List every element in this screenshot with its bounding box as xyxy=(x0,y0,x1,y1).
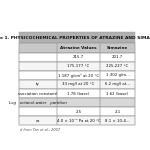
Bar xyxy=(100,116,135,125)
Text: 215.7: 215.7 xyxy=(73,55,84,59)
Bar xyxy=(19,98,135,107)
Text: ty: ty xyxy=(36,82,40,86)
Bar xyxy=(19,62,57,71)
Bar xyxy=(100,71,135,80)
Bar xyxy=(57,98,100,107)
Bar xyxy=(19,52,57,62)
Bar xyxy=(19,89,135,98)
Bar xyxy=(57,62,100,71)
Bar xyxy=(19,89,57,98)
Bar xyxy=(19,80,135,89)
Text: Table 1. PHYSICOCHEMICAL PROPERTIES OF ATRAZINE AND SIMAZINEa: Table 1. PHYSICOCHEMICAL PROPERTIES OF A… xyxy=(0,36,150,40)
Text: ssociation constant): ssociation constant) xyxy=(18,92,58,96)
Bar xyxy=(19,43,135,52)
Text: Log   octanol-water   partition: Log octanol-water partition xyxy=(9,101,67,105)
Text: es: es xyxy=(36,119,40,123)
Bar xyxy=(19,98,57,107)
Text: 2.5: 2.5 xyxy=(76,110,82,114)
Bar xyxy=(19,43,57,52)
Bar xyxy=(100,43,135,52)
Bar xyxy=(57,116,100,125)
Bar xyxy=(57,107,100,116)
Text: 1.187 g/cm³ at 20 °C: 1.187 g/cm³ at 20 °C xyxy=(58,73,99,78)
Text: 1.302 g/m...: 1.302 g/m... xyxy=(106,73,129,77)
Bar xyxy=(100,98,135,107)
Bar xyxy=(19,116,57,125)
Text: 8.1 × 10-4...: 8.1 × 10-4... xyxy=(105,119,130,123)
Text: 175-177 °C: 175-177 °C xyxy=(68,64,90,68)
Text: 201.7: 201.7 xyxy=(112,55,123,59)
Bar xyxy=(19,52,135,62)
Bar xyxy=(19,62,135,71)
Bar xyxy=(100,80,135,89)
Text: Atrazine Values: Atrazine Values xyxy=(60,46,97,50)
Text: 225-227 °C: 225-227 °C xyxy=(106,64,129,68)
Bar xyxy=(19,80,57,89)
Text: 2.1: 2.1 xyxy=(114,110,121,114)
Bar xyxy=(100,107,135,116)
Bar xyxy=(57,71,100,80)
Bar xyxy=(57,52,100,62)
Bar xyxy=(100,52,135,62)
Text: 6.2 mg/l at...: 6.2 mg/l at... xyxy=(105,82,130,86)
Text: Simazine: Simazine xyxy=(107,46,128,50)
Bar xyxy=(100,89,135,98)
Text: d from Tan et al., 2007: d from Tan et al., 2007 xyxy=(20,128,60,132)
Bar xyxy=(57,80,100,89)
Text: 4.0 × 10⁻⁴ Pa at 20 °C: 4.0 × 10⁻⁴ Pa at 20 °C xyxy=(57,119,100,123)
Bar xyxy=(19,71,57,80)
Text: 1.62 (base): 1.62 (base) xyxy=(106,92,129,96)
Text: 33 mg/l at 20 °C: 33 mg/l at 20 °C xyxy=(62,82,95,86)
Bar xyxy=(19,107,57,116)
Bar xyxy=(19,71,135,80)
Text: 1.78 (base): 1.78 (base) xyxy=(68,92,90,96)
Bar xyxy=(19,116,135,125)
Bar xyxy=(19,32,135,43)
Bar xyxy=(57,89,100,98)
Bar xyxy=(19,107,135,116)
Bar xyxy=(100,62,135,71)
Bar xyxy=(57,43,100,52)
